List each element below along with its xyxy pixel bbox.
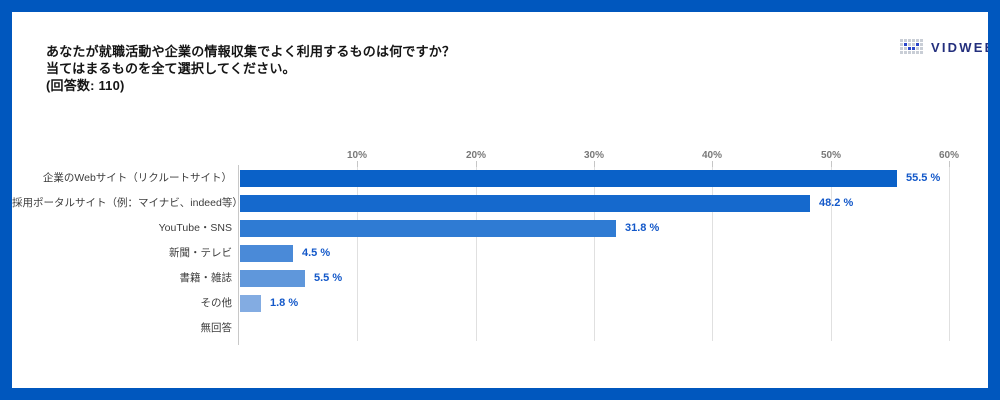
value-label: 48.2 % bbox=[819, 197, 854, 209]
gridline-60 bbox=[949, 167, 950, 341]
value-label: 31.8 % bbox=[625, 222, 660, 234]
x-tick-label-50: 50% bbox=[820, 150, 841, 161]
response-count: (回答数: 110) bbox=[46, 78, 125, 93]
x-tickmark-30 bbox=[594, 161, 595, 167]
bar bbox=[240, 295, 261, 312]
x-tickmark-20 bbox=[476, 161, 477, 167]
value-label: 5.5 % bbox=[314, 272, 343, 284]
title-line-1: あなたが就職活動や企業の情報収集でよく利用するものは何ですか？ bbox=[46, 44, 456, 59]
bar bbox=[240, 245, 293, 262]
gridline-10 bbox=[357, 167, 358, 341]
survey-question-title: あなたが就職活動や企業の情報収集でよく利用するものは何ですか？ 当てはまるものを… bbox=[46, 43, 455, 94]
gridline-20 bbox=[476, 167, 477, 341]
category-label: 無回答 bbox=[200, 322, 233, 334]
value-label: 4.5 % bbox=[302, 247, 331, 259]
title-line-2: 当てはまるものを全て選択してください。 bbox=[46, 61, 296, 76]
x-tick-label-10: 10% bbox=[346, 150, 367, 161]
bar bbox=[240, 195, 810, 212]
x-tickmark-60 bbox=[949, 161, 950, 167]
gridline-30 bbox=[594, 167, 595, 341]
bar bbox=[240, 220, 616, 237]
x-tickmark-10 bbox=[357, 161, 358, 167]
vidweb-logo-text: VIDWEB bbox=[931, 39, 997, 55]
category-label: 新聞・テレビ bbox=[169, 247, 232, 259]
bar bbox=[240, 270, 305, 287]
y-axis-line bbox=[238, 165, 239, 345]
value-label: 55.5 % bbox=[906, 172, 941, 184]
category-label: その他 bbox=[200, 297, 233, 309]
category-label: 企業のWebサイト（リクルートサイト） bbox=[42, 172, 232, 184]
gridline-50 bbox=[831, 167, 832, 341]
x-tick-label-30: 30% bbox=[583, 150, 604, 161]
gridline-40 bbox=[712, 167, 713, 341]
bar-chart: 10% 20% 30% 40% 50% 60% 企業のWebサイト（リクルートサイト） 55.… bbox=[12, 12, 988, 388]
category-label: YouTube・SNS bbox=[158, 222, 232, 234]
bar bbox=[240, 170, 897, 187]
x-tick-label-20: 20% bbox=[465, 150, 486, 161]
category-label: 書籍・雑誌 bbox=[179, 272, 233, 284]
value-label: 1.8 % bbox=[270, 297, 299, 309]
vidweb-logo: VIDWEB bbox=[900, 39, 997, 55]
x-tickmark-40 bbox=[712, 161, 713, 167]
category-label: 採用ポータルサイト（例：マイナビ、indeed等） bbox=[12, 197, 243, 209]
x-tickmark-50 bbox=[831, 161, 832, 167]
vidweb-dots-icon bbox=[900, 39, 923, 54]
x-tick-label-60: 60% bbox=[938, 150, 959, 161]
x-tick-label-40: 40% bbox=[701, 150, 722, 161]
